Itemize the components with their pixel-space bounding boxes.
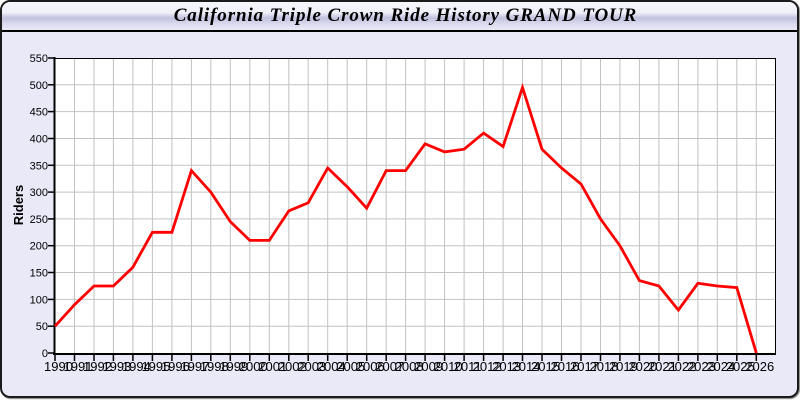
svg-text:2002: 2002 [278,359,307,374]
svg-text:2010: 2010 [434,359,463,374]
svg-text:2001: 2001 [258,359,287,374]
svg-text:2025: 2025 [726,359,755,374]
svg-text:350: 350 [30,160,48,172]
svg-text:2020: 2020 [628,359,657,374]
svg-text:2012: 2012 [473,359,502,374]
svg-text:50: 50 [36,321,48,333]
svg-text:2019: 2019 [609,359,638,374]
svg-text:2007: 2007 [375,359,404,374]
svg-text:1999: 1999 [219,359,248,374]
svg-text:Riders: Riders [11,185,26,225]
svg-text:2026: 2026 [745,359,774,374]
svg-text:1994: 1994 [122,359,151,374]
svg-text:1996: 1996 [161,359,190,374]
svg-text:2023: 2023 [687,359,716,374]
svg-text:2022: 2022 [667,359,696,374]
svg-text:1992: 1992 [83,359,112,374]
svg-text:0: 0 [42,348,48,360]
svg-text:250: 250 [30,214,48,226]
svg-text:100: 100 [30,294,48,306]
svg-text:200: 200 [30,241,48,253]
svg-text:2011: 2011 [454,359,482,374]
svg-text:500: 500 [30,80,48,92]
svg-text:1993: 1993 [102,359,131,374]
svg-text:2018: 2018 [590,359,619,374]
svg-text:2014: 2014 [512,359,541,374]
svg-text:2004: 2004 [317,359,346,374]
svg-text:2016: 2016 [551,359,580,374]
svg-text:2009: 2009 [414,359,443,374]
svg-text:550: 550 [30,53,48,65]
svg-text:400: 400 [30,134,48,146]
svg-text:1991: 1991 [64,359,93,374]
svg-text:2000: 2000 [239,359,268,374]
svg-text:1997: 1997 [180,359,209,374]
svg-text:2006: 2006 [356,359,385,374]
svg-text:1995: 1995 [141,359,170,374]
svg-text:2015: 2015 [531,359,560,374]
svg-text:450: 450 [30,107,48,119]
svg-text:300: 300 [30,187,48,199]
svg-text:2021: 2021 [648,359,677,374]
svg-text:2017: 2017 [570,359,599,374]
svg-text:2013: 2013 [492,359,521,374]
svg-text:2003: 2003 [297,359,326,374]
svg-text:2005: 2005 [336,359,365,374]
svg-text:1990: 1990 [44,359,73,374]
svg-text:2024: 2024 [706,359,735,374]
svg-text:2008: 2008 [395,359,424,374]
svg-text:1998: 1998 [200,359,229,374]
svg-text:150: 150 [30,268,48,280]
